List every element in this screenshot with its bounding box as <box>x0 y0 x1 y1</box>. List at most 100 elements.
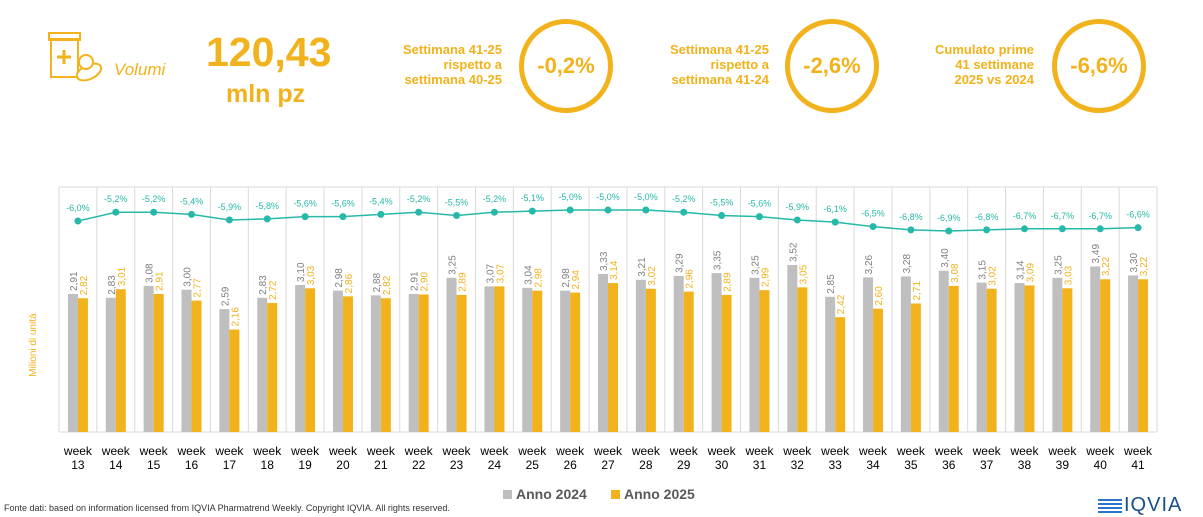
bar-label-2024: 3,10 <box>296 262 307 282</box>
x-tick-prefix: week <box>593 444 623 458</box>
x-tick-label: 13 <box>71 458 85 472</box>
trend-line-group: -6,0% -5,2% -5,2% -5,4% -5,9% -5,8% -5,6% -5,6%… <box>66 192 1150 235</box>
bar-label-2024: 3,49 <box>1091 244 1102 264</box>
iqvia-logo: IQVIA <box>1098 494 1182 517</box>
bar-2024 <box>295 284 306 432</box>
chart-frame <box>58 186 1158 433</box>
trend-label: -6,7% <box>1051 211 1075 221</box>
stat-text-week-vs-prev: Settimana 41-25 rispetto a settimana 40-25 <box>403 42 502 87</box>
bar-labels-group: 2,91 2,82 2,83 3,01 3,08 2,91 3,002,77 2,592,16… <box>69 242 1150 326</box>
bar-label-2024: 3,14 <box>1015 260 1026 280</box>
stat-text-cumulative: Cumulato prime 41 settimane 2025 vs 2024 <box>935 42 1034 87</box>
total-volume-value: 120,43 <box>206 29 332 75</box>
trend-point <box>1020 225 1028 233</box>
x-tick-prefix: week <box>404 444 434 458</box>
bar-2024 <box>484 286 495 432</box>
x-tick-prefix: week <box>252 444 282 458</box>
bar-2025 <box>456 294 467 432</box>
trend-point <box>188 210 196 218</box>
bar-label-2024: 2,91 <box>410 271 421 291</box>
trend-label: -5,0% <box>596 192 620 202</box>
x-tick-prefix: week <box>214 444 244 458</box>
x-tick-label: 26 <box>563 458 577 472</box>
bar-2025 <box>570 292 581 432</box>
bar-label-2025: 3,14 <box>609 260 620 280</box>
bar-label-2025: 2,71 <box>912 281 923 301</box>
x-tick-label: 19 <box>298 458 312 472</box>
bars-group <box>67 265 1149 432</box>
trend-point <box>415 208 423 216</box>
bar-label-2025: 2,99 <box>760 267 771 287</box>
trend-point <box>1096 225 1104 233</box>
bar-label-2024: 3,25 <box>750 255 761 275</box>
x-tick-label: 21 <box>374 458 388 472</box>
legend-swatch-2024 <box>503 490 512 499</box>
trend-point <box>225 216 233 224</box>
x-tick-label: 33 <box>828 458 842 472</box>
trend-point <box>1058 225 1066 233</box>
bar-2025 <box>948 285 959 432</box>
bar-label-2024: 3,52 <box>788 242 799 262</box>
bar-2024 <box>219 309 230 432</box>
bar-2025 <box>608 283 618 432</box>
bar-2024 <box>976 282 987 432</box>
bar-label-2024: 3,00 <box>183 267 194 287</box>
x-tick-prefix: week <box>744 444 774 458</box>
bar-2024 <box>825 296 836 432</box>
trend-point <box>869 223 877 231</box>
trend-point <box>907 226 915 234</box>
volumi-label: Volumi <box>114 60 166 79</box>
bar-label-2024: 3,25 <box>1053 255 1064 275</box>
trend-point <box>453 212 461 220</box>
x-tick-label: 24 <box>488 458 502 472</box>
trend-point <box>301 213 309 221</box>
x-tick-label: 29 <box>677 458 691 472</box>
trend-label: -5,8% <box>255 201 279 211</box>
trend-point <box>983 226 991 234</box>
trend-point <box>339 213 347 221</box>
bar-2024 <box>635 279 646 432</box>
trend-point <box>566 206 574 214</box>
bar-label-2024: 3,29 <box>675 253 686 273</box>
bar-2024 <box>673 275 684 432</box>
stat-circle-week-vs-last-year: -2,6% <box>785 19 879 113</box>
x-tick-label: 40 <box>1094 458 1108 472</box>
bar-label-2025: 3,02 <box>988 266 999 286</box>
iqvia-logo-icon <box>1098 498 1122 513</box>
x-tick-prefix: week <box>177 444 207 458</box>
bar-label-2024: 2,83 <box>107 275 118 295</box>
x-tick-label: 39 <box>1056 458 1070 472</box>
bar-label-2025: 3,09 <box>1025 263 1036 283</box>
bar-label-2025: 3,02 <box>647 266 658 286</box>
bar-2024 <box>1090 266 1101 432</box>
bar-label-2025: 2,42 <box>836 294 847 314</box>
bar-2024 <box>863 277 874 432</box>
trend-point <box>377 210 385 218</box>
bar-2025 <box>77 298 88 432</box>
x-tick-label: 36 <box>942 458 956 472</box>
x-tick-label: 38 <box>1018 458 1032 472</box>
bar-2025 <box>645 288 656 432</box>
bar-label-2025: 2,82 <box>79 275 90 295</box>
x-tick-prefix: week <box>555 444 585 458</box>
trend-label: -5,5% <box>445 198 469 208</box>
bar-2024 <box>560 290 571 432</box>
total-volume-unit: mln pz <box>226 80 306 108</box>
trend-point <box>150 208 158 216</box>
trend-point <box>680 208 688 216</box>
trend-point <box>490 208 498 216</box>
bar-label-2025: 2,91 <box>155 271 166 291</box>
x-tick-prefix: week <box>479 444 509 458</box>
bar-2024 <box>332 290 343 432</box>
stat-circle-cumulative: -6,6% <box>1052 19 1146 113</box>
bar-label-2025: 3,05 <box>798 264 809 284</box>
x-tick-prefix: week <box>858 444 888 458</box>
bar-label-2024: 2,88 <box>372 272 383 292</box>
bar-2025 <box>873 308 884 432</box>
bar-label-2025: 2,89 <box>458 272 469 292</box>
x-tick-prefix: week <box>290 444 320 458</box>
trend-label: -5,2% <box>483 194 507 204</box>
bar-2025 <box>683 291 694 432</box>
bar-label-2025: 2,90 <box>420 272 431 292</box>
